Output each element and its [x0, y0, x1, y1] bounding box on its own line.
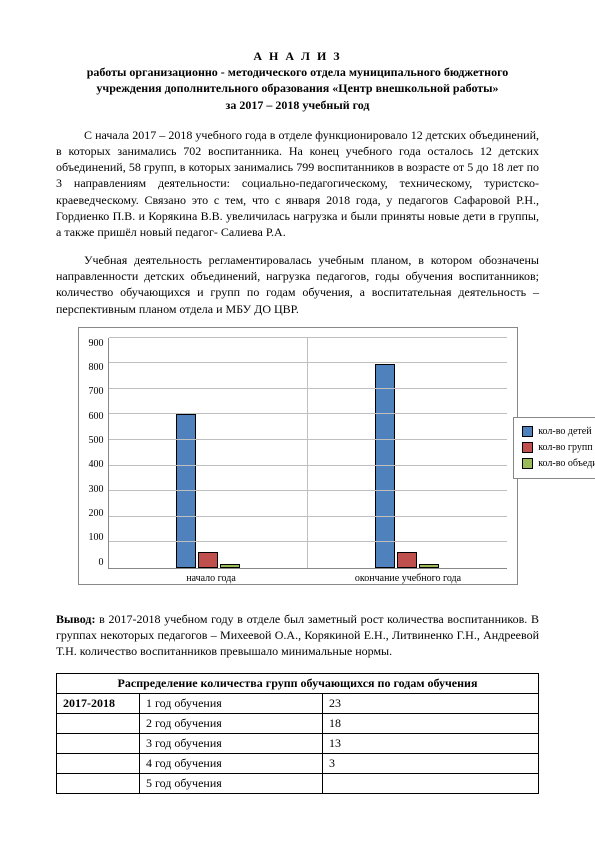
title-line-2: работы организационно - методического от…: [56, 64, 539, 96]
bar-associations: [419, 564, 439, 568]
conclusion-lead: Вывод:: [56, 612, 96, 626]
chart-x-labels: начало годаокончание учебного года: [89, 573, 507, 584]
distribution-table: Распределение количества групп обучающих…: [56, 673, 539, 794]
bar-associations: [220, 564, 240, 568]
table-year-cell: [57, 714, 140, 734]
y-tick: 600: [89, 411, 104, 422]
table-row: 5 год обучения: [57, 774, 539, 794]
x-label: окончание учебного года: [310, 573, 507, 584]
table-row: 2017-20181 год обучения23: [57, 694, 539, 714]
table-label-cell: 2 год обучения: [140, 714, 323, 734]
table-value-cell: [323, 774, 539, 794]
page-title: А Н А Л И З работы организационно - мето…: [56, 48, 539, 113]
table-year-cell: [57, 774, 140, 794]
legend-item: кол-во групп: [522, 440, 595, 456]
table-label-cell: 1 год обучения: [140, 694, 323, 714]
table-value-cell: 13: [323, 734, 539, 754]
chart-legend: кол-во детейкол-во группкол-во объединен…: [513, 417, 595, 479]
chart-inner: 900 800 700 600 500 400 300 200 100 0 начало года…: [78, 327, 518, 585]
legend-label: кол-во объединений: [538, 456, 595, 472]
paragraph-2: Учебная деятельность регламентировалась …: [56, 252, 539, 317]
table-header: Распределение количества групп обучающих…: [57, 674, 539, 694]
legend-label: кол-во детей: [538, 424, 591, 440]
conclusion-text: Вывод: в 2017-2018 учебном году в отделе…: [56, 611, 539, 660]
grid-line: [109, 337, 507, 338]
conclusion-body: в 2017-2018 учебном году в отделе был за…: [56, 612, 539, 658]
y-tick: 300: [89, 484, 104, 495]
y-tick: 700: [89, 386, 104, 397]
y-tick: 0: [99, 557, 104, 568]
table-label-cell: 5 год обучения: [140, 774, 323, 794]
title-line-3: за 2017 – 2018 учебный год: [56, 97, 539, 113]
y-tick: 800: [89, 362, 104, 373]
legend-item: кол-во детей: [522, 424, 595, 440]
x-label: начало года: [113, 573, 310, 584]
title-line-1: А Н А Л И З: [56, 48, 539, 64]
table-label-cell: 3 год обучения: [140, 734, 323, 754]
table-year-cell: [57, 734, 140, 754]
legend-swatch: [522, 442, 533, 453]
chart-y-axis: 900 800 700 600 500 400 300 200 100 0: [89, 338, 108, 568]
y-tick: 500: [89, 435, 104, 446]
bar-groups: [397, 552, 417, 568]
grid-line: [109, 362, 507, 363]
chart-bars: [109, 338, 507, 568]
table-label-cell: 4 год обучения: [140, 754, 323, 774]
y-tick: 100: [89, 532, 104, 543]
bar-children: [375, 364, 395, 568]
grid-line: [109, 490, 507, 491]
bar-group: [109, 338, 309, 568]
grid-line: [109, 413, 507, 414]
table-row: 3 год обучения13: [57, 734, 539, 754]
grid-line: [109, 516, 507, 517]
y-tick: 400: [89, 459, 104, 470]
grid-line: [109, 439, 507, 440]
chart-container: 900 800 700 600 500 400 300 200 100 0 начало года…: [78, 327, 518, 585]
table-row: 4 год обучения3: [57, 754, 539, 774]
table-year-cell: 2017-2018: [57, 694, 140, 714]
grid-line: [109, 465, 507, 466]
y-tick: 900: [89, 338, 104, 349]
y-tick: 200: [89, 508, 104, 519]
bar-group: [308, 338, 507, 568]
conclusion-block: Вывод: в 2017-2018 учебном году в отделе…: [56, 611, 539, 660]
legend-label: кол-во групп: [538, 440, 592, 456]
table-header-row: Распределение количества групп обучающих…: [57, 674, 539, 694]
grid-line: [109, 541, 507, 542]
table-value-cell: 18: [323, 714, 539, 734]
legend-item: кол-во объединений: [522, 456, 595, 472]
legend-swatch: [522, 458, 533, 469]
table-row: 2 год обучения18: [57, 714, 539, 734]
table-value-cell: 3: [323, 754, 539, 774]
table-value-cell: 23: [323, 694, 539, 714]
paragraph-1: С начала 2017 – 2018 учебного года в отд…: [56, 127, 539, 240]
legend-swatch: [522, 426, 533, 437]
grid-line: [109, 388, 507, 389]
table-year-cell: [57, 754, 140, 774]
chart-plot-area: [108, 338, 507, 569]
bar-groups: [198, 552, 218, 568]
